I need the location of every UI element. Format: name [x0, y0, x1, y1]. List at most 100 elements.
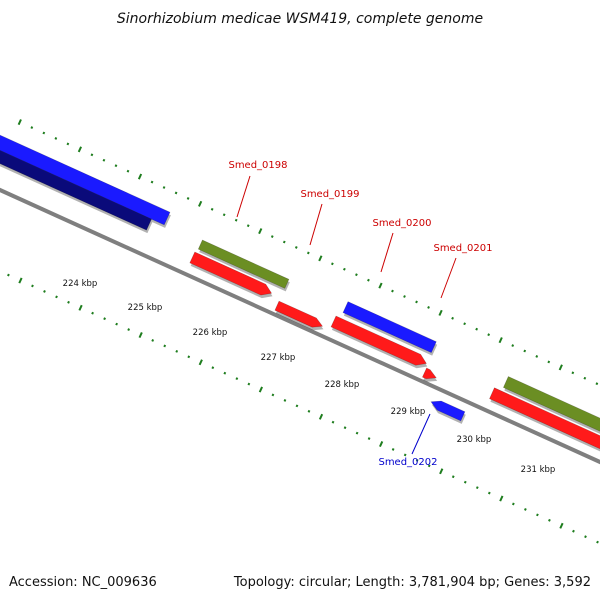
scale-tick-outer — [583, 376, 587, 380]
scale-label: 226 kbp — [193, 328, 228, 338]
scale-tick-outer — [210, 207, 214, 211]
scale-tick-outer — [54, 137, 58, 140]
cds-smed-0199 — [274, 300, 324, 328]
scale-tick-outer — [595, 382, 599, 386]
scale-tick-inner — [343, 426, 347, 430]
scale-tick-inner — [548, 518, 551, 522]
scale-label: 224 kbp — [63, 279, 98, 289]
cds-smed-0200 — [330, 315, 427, 366]
cds-smed-0200-blue — [342, 301, 437, 353]
scale-tick-inner — [391, 448, 395, 451]
scale-tick-outer — [378, 282, 383, 289]
scale-label: 229 kbp — [391, 407, 426, 417]
cds-smed-0201 — [422, 367, 437, 380]
scale-tick-inner — [7, 273, 10, 277]
map-title: Sinorhizobium medicae WSM419, complete g… — [117, 11, 483, 27]
scale-tick-outer — [102, 158, 106, 162]
scale-tick-outer — [523, 349, 527, 353]
scale-tick-outer — [42, 131, 46, 135]
scale-tick-outer — [77, 146, 82, 153]
scale-tick-inner — [103, 317, 106, 321]
scale-tick-inner — [187, 355, 191, 359]
scale-tick-inner — [307, 409, 311, 413]
scale-tick-outer — [126, 169, 130, 173]
scale-tick-inner — [18, 277, 23, 284]
scale-tick-inner — [367, 437, 371, 440]
scale-tick-outer — [258, 228, 263, 235]
scale-tick-inner — [198, 359, 203, 366]
scale-tick-outer — [571, 371, 575, 375]
gene-right-a — [503, 376, 600, 432]
scale-tick-inner — [379, 441, 384, 448]
gene-label-leader — [236, 175, 251, 218]
gene-label: Smed_0202 — [378, 457, 437, 468]
scale-tick-inner — [512, 502, 515, 506]
scale-tick-inner — [78, 304, 83, 311]
scale-tick-outer — [535, 355, 539, 358]
scale-tick-inner — [331, 420, 335, 424]
scale-tick-inner — [115, 322, 118, 326]
scale-tick-inner — [487, 491, 491, 495]
scale-tick-inner — [559, 522, 564, 529]
scale-tick-inner — [475, 486, 479, 490]
scale-label: 230 kbp — [457, 435, 492, 445]
scale-tick-outer — [294, 246, 298, 249]
scale-tick-inner — [355, 431, 359, 435]
scale-tick-inner — [127, 328, 131, 331]
genome-map-layer: 224 kbp 225 kbp 226 kbp 227 kbp 228 kbp 229 k… — [0, 119, 600, 544]
scale-tick-outer — [114, 164, 118, 168]
scale-tick-outer — [391, 289, 394, 293]
scale-tick-outer — [318, 255, 323, 262]
scale-tick-outer — [498, 337, 503, 344]
scale-tick-outer — [427, 306, 430, 309]
gene-label: Smed_0199 — [300, 189, 359, 200]
scale-tick-outer — [558, 364, 563, 371]
scale-tick-outer — [234, 218, 238, 222]
scale-tick-inner — [318, 413, 324, 420]
scale-tick-inner — [67, 300, 70, 304]
scale-tick-outer — [150, 180, 154, 184]
scale-tick-inner — [584, 535, 587, 539]
gene-label-leader — [440, 257, 457, 299]
scale-tick-inner — [439, 468, 444, 475]
scale-tick-inner — [283, 399, 287, 402]
cds-smed-0202 — [430, 400, 466, 422]
scale-tick-outer — [186, 197, 190, 200]
scale-tick-inner — [271, 393, 275, 397]
scale-label: 225 kbp — [128, 303, 163, 313]
scale-tick-outer — [90, 153, 94, 157]
cds-smed-0198 — [189, 251, 273, 296]
scale-tick-inner — [499, 495, 504, 502]
gene-label-leader — [411, 413, 431, 455]
scale-tick-outer — [547, 360, 551, 364]
scale-tick-inner — [451, 475, 455, 479]
scale-tick-outer — [282, 240, 286, 244]
gene-smed-0198 — [197, 239, 290, 289]
scale-tick-inner — [427, 464, 431, 468]
scale-tick-outer — [222, 213, 226, 217]
gene-label: Smed_0201 — [433, 243, 492, 254]
scale-tick-outer — [66, 142, 70, 146]
reverse-cds-track-a — [0, 134, 171, 226]
scale-tick-outer — [17, 119, 22, 126]
reverse-cds-track-b — [0, 150, 152, 231]
scale-tick-inner — [163, 344, 167, 348]
scale-tick-outer — [367, 278, 370, 282]
scale-tick-outer — [463, 322, 466, 326]
scale-tick-outer — [487, 333, 491, 337]
scale-tick-outer — [415, 300, 418, 304]
scale-tick-inner — [235, 377, 239, 381]
cds-right-a — [489, 387, 600, 450]
scale-tick-outer — [306, 251, 310, 255]
scale-tick-outer — [246, 224, 250, 228]
scale-tick-inner — [258, 386, 263, 393]
scale-tick-inner — [175, 349, 179, 353]
scale-tick-outer — [30, 126, 34, 129]
scale-tick-inner — [91, 311, 94, 315]
gene-label: Smed_0200 — [372, 218, 431, 229]
scale-tick-outer — [475, 327, 479, 331]
scale-tick-outer — [137, 173, 143, 180]
scale-tick-inner — [211, 366, 215, 370]
gene-label-leader — [380, 232, 394, 273]
